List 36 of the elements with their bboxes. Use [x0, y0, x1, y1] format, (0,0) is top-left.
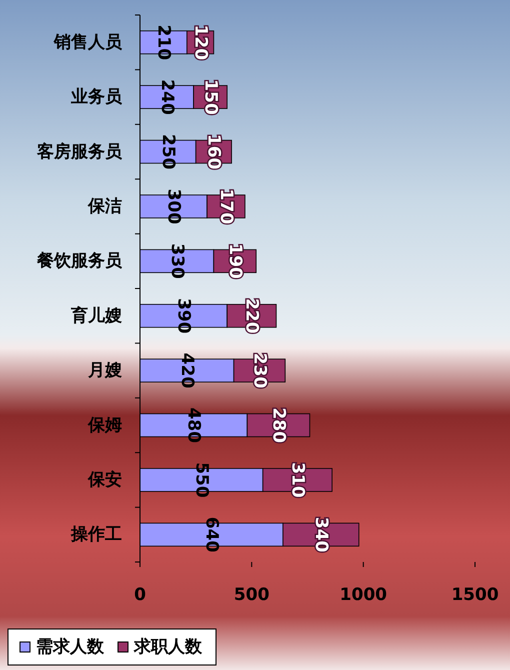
legend-label: 求职人数 [133, 637, 203, 657]
y-tick-label: 业务员 [70, 87, 123, 108]
data-label: 300 [164, 188, 184, 224]
data-label: 280 [268, 408, 288, 444]
data-label: 190 [224, 243, 245, 280]
data-label: 480 [184, 408, 204, 444]
y-tick-label: 育儿嫂 [70, 304, 122, 326]
data-label: 640 [201, 516, 222, 553]
y-tick-label: 操作工 [70, 524, 122, 545]
x-tick-label: 0 [134, 585, 146, 605]
x-tick-label: 1000 [340, 585, 388, 605]
data-label: 170 [216, 188, 236, 224]
legend-label: 需求人数 [36, 637, 105, 657]
x-tick-label: 500 [234, 585, 270, 605]
data-label: 210 [153, 24, 174, 60]
data-label: 160 [204, 134, 224, 170]
data-label: 420 [176, 352, 197, 388]
data-label: 250 [158, 134, 178, 170]
data-label: 330 [166, 243, 187, 280]
y-tick-label: 月嫂 [87, 360, 122, 381]
data-label: 220 [242, 298, 262, 334]
data-label: 240 [156, 79, 177, 115]
data-label: 120 [190, 24, 210, 60]
x-tick-label: 1500 [451, 585, 499, 605]
y-tick-label: 保安 [87, 470, 122, 490]
data-label: 550 [191, 462, 212, 498]
y-tick-label: 餐饮服务员 [36, 251, 123, 272]
y-tick-label: 销售人员 [53, 32, 123, 52]
y-tick-label: 保洁 [87, 196, 122, 216]
data-label: 230 [249, 352, 270, 388]
data-label: 340 [310, 516, 331, 553]
data-label: 310 [287, 462, 308, 498]
y-tick-label: 客房服务员 [36, 142, 123, 162]
data-label: 390 [174, 298, 194, 334]
y-tick-label: 保姆 [87, 415, 122, 436]
data-label: 150 [200, 79, 220, 115]
